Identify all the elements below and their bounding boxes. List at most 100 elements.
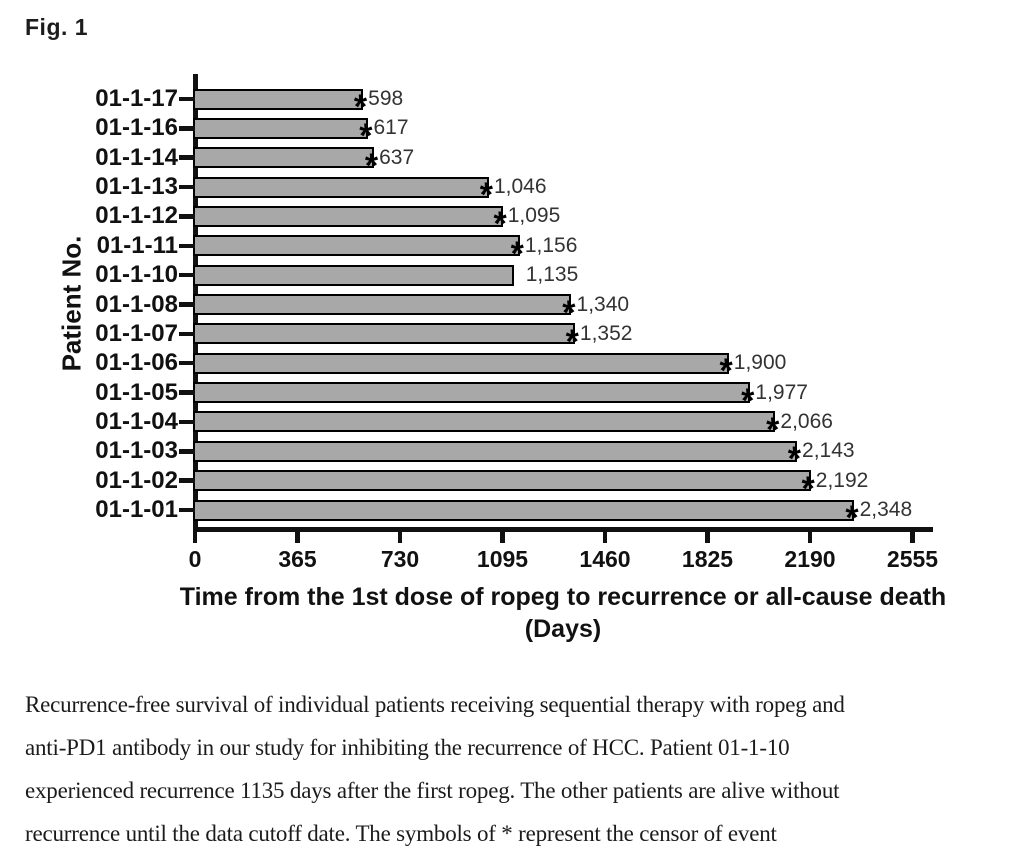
x-axis-tick-label: 1825 (681, 546, 734, 572)
x-axis-tick-label: 730 (380, 546, 420, 572)
bar-01-1-08 (193, 294, 572, 316)
x-axis-tick (500, 527, 505, 543)
bar-01-1-01 (193, 499, 855, 521)
y-axis-tick (179, 390, 195, 395)
bar-01-1-03 (193, 440, 797, 462)
y-axis-tick (179, 184, 195, 190)
y-axis-tick (179, 302, 195, 307)
y-axis-label-01-1-10: 01-1-10 (95, 261, 178, 289)
bar-value-text: 2,192 (815, 468, 869, 492)
y-axis-tick (179, 331, 195, 337)
x-axis-tick-label: 0 (188, 546, 202, 572)
y-axis-label-01-1-16: 01-1-16 (95, 114, 178, 142)
bar-value-text: 1,046 (493, 175, 547, 199)
bar-value-text: 2,348 (859, 498, 913, 522)
bar-value-text: 598 (368, 87, 404, 110)
y-axis-label-01-1-04: 01-1-04 (95, 407, 178, 435)
x-axis-unit: (Days) (524, 615, 602, 643)
x-axis-tick-label: 365 (278, 546, 317, 572)
bar-value-label: * 1,977 (741, 380, 808, 420)
y-axis-label-01-1-02: 01-1-02 (95, 466, 178, 494)
bar-value-label: * 1,046 (479, 175, 547, 215)
x-axis-tick (397, 527, 403, 543)
caption-line: anti-PD1 antibody in our study for inhib… (25, 735, 790, 760)
bar-01-1-11 (193, 235, 520, 257)
x-axis-tick-label: 2190 (784, 546, 836, 572)
bar-01-1-04 (193, 411, 776, 433)
bar-value-label: 1,135 (525, 263, 579, 287)
bar-01-1-10 (193, 264, 514, 286)
bar-01-1-06 (193, 352, 729, 374)
y-axis-label-01-1-08: 01-1-08 (95, 290, 178, 318)
y-axis-label-01-1-03: 01-1-03 (95, 437, 178, 465)
y-axis-tick (179, 96, 195, 102)
y-axis-label-01-1-05: 01-1-05 (95, 378, 178, 406)
bar-value-label: * 637 (364, 145, 415, 185)
bar-value-text: 1,135 (525, 263, 579, 287)
bar-value-text: 1,900 (733, 351, 787, 375)
bar-01-1-12 (193, 205, 503, 227)
x-axis-tick (807, 527, 813, 543)
x-axis-tick (192, 527, 198, 543)
bar-value-label: * 1,352 (565, 321, 633, 361)
bar-01-1-16 (193, 117, 369, 139)
y-axis-tick (179, 449, 195, 454)
bar-chart: Patient No. 01-1-17 * 598 01-1-16 * 617 01-1-1… (57, 74, 947, 643)
bar-value-text: 637 (379, 145, 415, 169)
bar-01-1-17 (193, 88, 363, 110)
bar-value-text: 1,352 (579, 321, 633, 345)
bar-value-label: * 1,900 (719, 351, 787, 391)
caption-line: experienced recurrence 1135 days after t… (25, 778, 840, 803)
y-axis-tick (179, 478, 195, 483)
x-axis-tick-label: 1095 (476, 546, 529, 572)
y-axis-tick (179, 272, 195, 278)
y-axis-tick (179, 155, 195, 160)
bar-01-1-14 (193, 147, 374, 169)
bar-value-text: 1,156 (524, 233, 578, 257)
bar-value-text: 2,066 (780, 409, 833, 433)
y-axis-tick (179, 126, 195, 131)
y-axis-label-01-1-13: 01-1-13 (95, 173, 178, 201)
y-axis-label-01-1-11: 01-1-11 (96, 231, 178, 259)
bar-value-label: * 2,348 (845, 498, 913, 538)
bar-value-label: * 617 (359, 116, 409, 156)
y-axis-label-01-1-01: 01-1-01 (95, 496, 178, 524)
bar-01-1-07 (193, 323, 575, 345)
x-axis-tick (295, 527, 300, 543)
y-axis-label-01-1-12: 01-1-12 (95, 202, 178, 230)
x-axis-line (193, 527, 933, 532)
bar-value-label: * 1,095 (493, 204, 561, 244)
y-axis-tick (179, 243, 195, 249)
bar-value-label: * 598 (353, 87, 404, 126)
x-axis-title: Time from the 1st dose of ropeg to recur… (179, 583, 947, 611)
caption-line: Recurrence-free survival of individual p… (25, 692, 845, 717)
y-axis-label-01-1-14: 01-1-14 (95, 143, 178, 171)
bar-value-text: 1,340 (576, 292, 630, 316)
x-axis-tick-label: 2555 (886, 546, 939, 572)
y-axis-tick (179, 419, 195, 425)
figure-caption: Recurrence-free survival of individual p… (25, 683, 1015, 849)
bar-value-text: 1,977 (755, 380, 808, 404)
x-axis-tick (910, 527, 915, 543)
x-axis-tick (602, 527, 608, 543)
bar-01-1-13 (193, 176, 489, 198)
y-axis-tick (179, 214, 195, 219)
bar-value-text: 617 (373, 116, 409, 140)
y-axis-tick (179, 507, 195, 513)
bar-value-text: 2,143 (802, 439, 855, 463)
y-axis-label-01-1-07: 01-1-07 (95, 319, 178, 347)
bar-value-label: * 2,066 (766, 409, 833, 449)
bar-value-label: * 1,156 (510, 233, 578, 273)
bar-value-label: * 2,143 (787, 439, 855, 479)
bar-value-label: * 1,340 (562, 292, 630, 332)
caption-line: recurrence until the data cutoff date. T… (25, 821, 777, 846)
figure-label: Fig. 1 (25, 14, 89, 40)
y-axis-label-01-1-06: 01-1-06 (95, 349, 178, 377)
bar-value-label: * 2,192 (801, 468, 869, 508)
x-axis-tick (705, 527, 710, 543)
bar-01-1-02 (193, 470, 811, 492)
x-axis-tick-label: 1460 (579, 546, 631, 572)
y-axis-tick (179, 360, 195, 366)
y-axis-label-01-1-17: 01-1-17 (95, 85, 178, 112)
bar-01-1-05 (193, 382, 751, 404)
